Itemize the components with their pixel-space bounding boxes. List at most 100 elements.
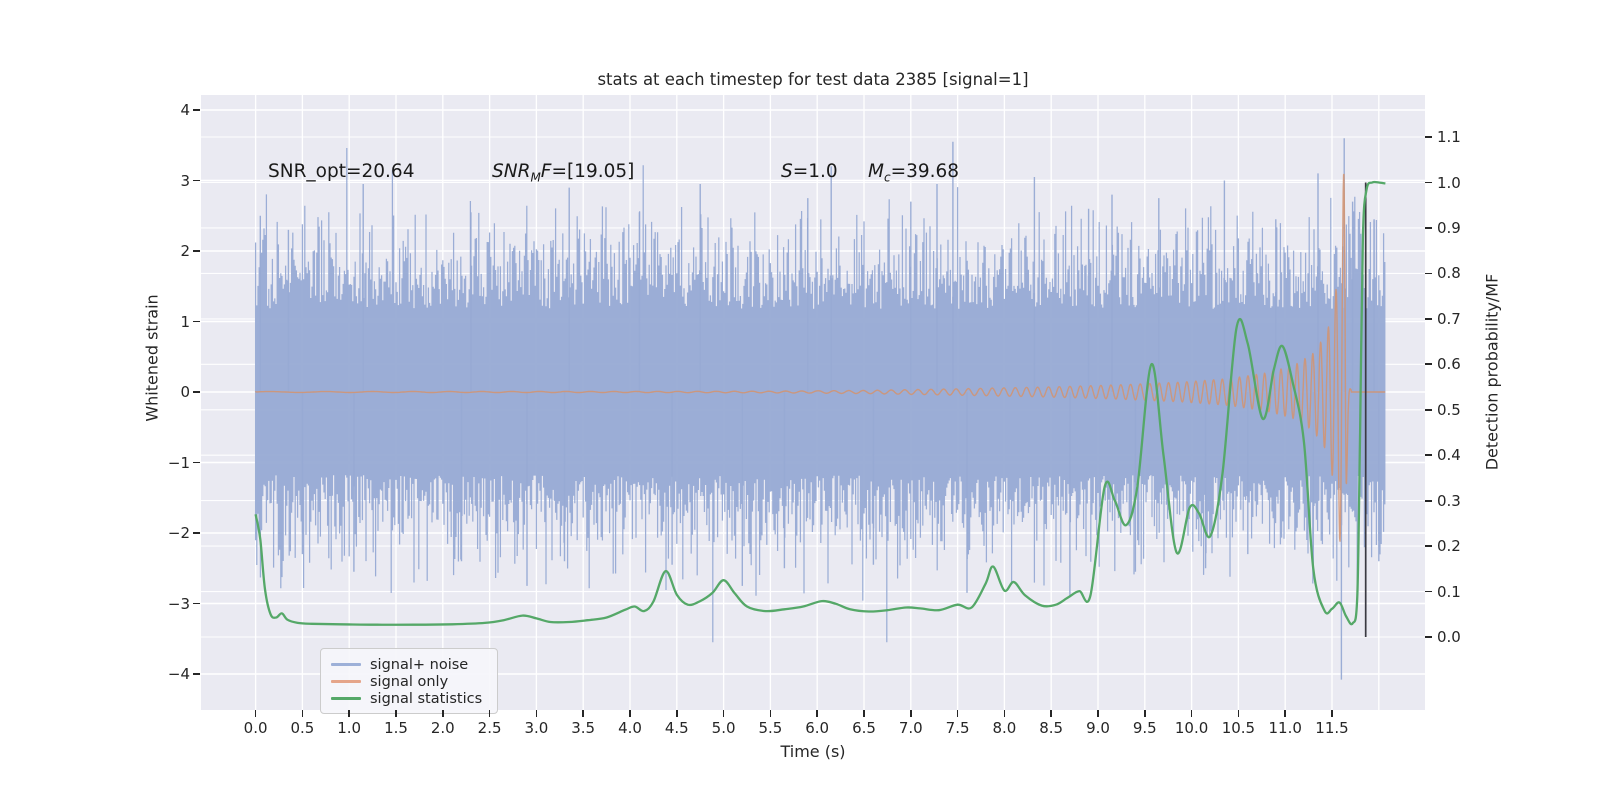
x-tick-label: 2.5 [477, 719, 502, 737]
right-tick-mark [1425, 590, 1432, 593]
right-tick-mark [1425, 454, 1432, 457]
x-tick-mark [254, 710, 257, 717]
x-tick-mark [348, 710, 351, 717]
x-tick-mark [582, 710, 585, 717]
left-tick-mark [193, 179, 200, 182]
right-tick-label: 0.0 [1437, 628, 1461, 646]
annotation-mc-value: =39.68 [890, 161, 960, 182]
legend-label-signal: signal only [370, 673, 449, 690]
x-tick-label: 3.0 [524, 719, 549, 737]
right-tick-mark [1425, 545, 1432, 547]
legend-line-swatch-noise [331, 663, 361, 666]
left-tick-mark [193, 602, 200, 605]
legend-line-swatch-stats [331, 697, 361, 700]
x-tick-mark [1050, 710, 1053, 717]
right-tick-label: 1.0 [1437, 173, 1461, 192]
x-tick-label: 0.0 [243, 719, 268, 737]
left-tick-mark [193, 461, 200, 464]
x-tick-label: 0.5 [290, 719, 315, 737]
right-tick-label: 1.1 [1437, 128, 1461, 147]
x-tick-mark [488, 710, 491, 717]
x-tick-mark [301, 710, 304, 717]
x-tick-mark [1237, 710, 1240, 717]
right-tick-mark [1425, 272, 1432, 275]
x-tick-label: 8.5 [1039, 719, 1064, 737]
noise-spikes [259, 138, 1380, 680]
x-tick-mark [769, 710, 772, 717]
right-tick-label: 0.1 [1437, 582, 1461, 601]
x-tick-mark [956, 710, 959, 717]
plot-canvas [201, 95, 1425, 710]
right-tick-mark [1425, 363, 1432, 366]
annotation-s: S=1.0 [781, 161, 838, 182]
legend-label-stats: signal statistics [370, 690, 483, 707]
legend-item-signal-statistics: signal statistics [331, 690, 487, 707]
left-tick-label: −3 [167, 594, 190, 613]
x-tick-label: 1.5 [384, 719, 408, 737]
left-tick-label: 0 [180, 383, 190, 401]
annotation-s-value: =1.0 [792, 161, 838, 182]
left-tick-mark [193, 532, 200, 534]
x-tick-label: 11.5 [1315, 719, 1349, 737]
x-tick-mark [909, 710, 912, 717]
right-tick-mark [1425, 408, 1432, 411]
x-tick-label: 8.0 [992, 719, 1017, 737]
x-tick-mark [1331, 710, 1333, 717]
left-tick-mark [193, 109, 200, 111]
annotation-snr-mf: SNRMF=[19.05] [492, 161, 634, 185]
x-tick-label: 5.5 [758, 719, 783, 737]
x-tick-mark [1097, 710, 1099, 717]
x-tick-mark [535, 710, 538, 717]
left-tick-label: 4 [180, 101, 190, 119]
right-tick-mark [1425, 317, 1432, 320]
x-tick-mark [675, 710, 678, 717]
x-tick-label: 3.5 [571, 719, 596, 737]
x-tick-label: 9.0 [1086, 719, 1110, 737]
left-tick-mark [193, 320, 200, 323]
x-tick-mark [395, 710, 397, 717]
x-tick-mark [1284, 710, 1287, 717]
annotation-snr-mf-sub: M [530, 170, 541, 185]
right-tick-mark [1425, 636, 1432, 638]
x-tick-mark [816, 710, 819, 717]
plot-title: stats at each timestep for test data 238… [597, 70, 1029, 89]
x-tick-label: 6.5 [852, 719, 876, 737]
left-tick-mark [193, 673, 200, 675]
x-tick-label: 5.0 [711, 719, 736, 737]
x-tick-label: 6.0 [805, 719, 830, 737]
x-tick-label: 7.5 [945, 719, 970, 737]
right-tick-label: 0.5 [1437, 400, 1461, 419]
annotation-s-pre: S [781, 161, 793, 182]
legend-label-noise: signal+ noise [370, 656, 469, 673]
x-tick-label: 4.5 [664, 719, 689, 737]
left-tick-label: −1 [167, 453, 190, 472]
right-tick-label: 0.9 [1437, 218, 1461, 237]
annotation-snr-mf-pre: SNR [492, 161, 531, 182]
left-tick-mark [193, 250, 200, 252]
right-tick-label: 0.8 [1437, 264, 1461, 283]
x-tick-mark [1143, 710, 1146, 717]
x-tick-mark [441, 710, 444, 717]
x-tick-label: 4.0 [618, 719, 642, 737]
right-tick-mark [1425, 227, 1432, 229]
x-tick-mark [1190, 710, 1193, 717]
x-axis-label: Time (s) [780, 742, 846, 761]
x-tick-label: 11.0 [1268, 719, 1302, 737]
legend-item-signal-only: signal only [331, 673, 487, 690]
annotation-snr-mf-value: =[19.05] [551, 161, 635, 182]
x-tick-mark [629, 710, 631, 717]
annotation-mc-sub: c [883, 170, 891, 185]
left-tick-label: −4 [167, 665, 190, 683]
x-tick-label: 10.5 [1221, 719, 1256, 737]
right-tick-label: 0.4 [1437, 446, 1461, 465]
left-tick-label: −2 [167, 524, 190, 542]
annotation-snr-opt-text: SNR_opt=20.64 [268, 161, 415, 182]
x-tick-label: 10.0 [1174, 719, 1209, 737]
stats-series [254, 180, 1386, 626]
right-tick-mark [1425, 499, 1432, 502]
x-tick-label: 9.5 [1132, 719, 1157, 737]
right-tick-mark [1425, 181, 1432, 184]
annotation-snr-opt: SNR_opt=20.64 [268, 161, 414, 182]
right-axis-label: Detection probability/MF [1482, 273, 1502, 471]
right-tick-label: 0.6 [1437, 355, 1461, 374]
